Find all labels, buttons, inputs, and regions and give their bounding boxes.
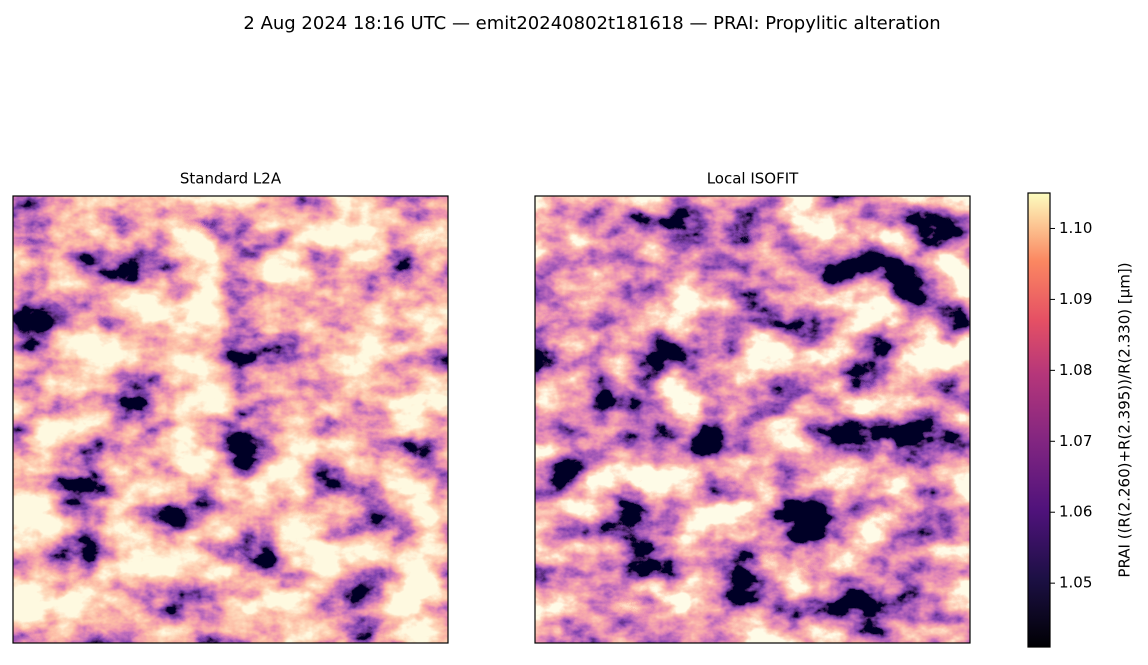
tick-label: 1.10: [1059, 219, 1092, 237]
panel-title: Local ISOFIT: [707, 170, 799, 188]
panel-title: Standard L2A: [180, 170, 282, 188]
tick-label: 1.07: [1059, 432, 1092, 450]
colorbar-label: PRAI ((R(2.260)+R(2.395))/R(2.330) [µm]): [1116, 262, 1134, 577]
tick-label: 1.09: [1059, 290, 1092, 308]
tick-label: 1.08: [1059, 361, 1092, 379]
image: [13, 196, 448, 643]
image-frame: [534, 195, 971, 644]
image: [535, 196, 970, 643]
tick-label: 1.06: [1059, 503, 1092, 521]
figure-title: 2 Aug 2024 18:16 UTC — emit20240802t1816…: [243, 13, 940, 34]
tick-label: 1.05: [1059, 574, 1092, 592]
colorbar: [1027, 192, 1051, 648]
image-frame: [12, 195, 449, 644]
